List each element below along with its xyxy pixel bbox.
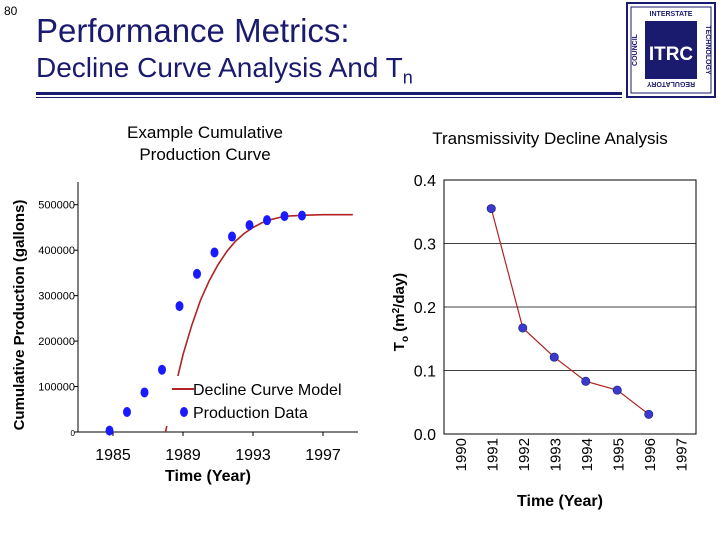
cumulative-production-chart: 0 100000 200000 300000 400000 500000 1985 1989 1… xyxy=(11,182,358,485)
logo-center-block xyxy=(645,21,697,79)
title-rule-thin xyxy=(36,97,622,98)
logo-ring-left: COUNCIL xyxy=(632,33,639,66)
transmissivity-data-point xyxy=(549,352,559,362)
right-y-tick-label: 0.3 xyxy=(414,237,436,254)
legend-data-swatch xyxy=(180,407,188,417)
title-rule-thick xyxy=(36,92,622,95)
transmissivity-chart: 0.0 0.1 0.2 0.3 0.4 1990 1991 1992 1993 1994 1995 1… xyxy=(391,173,697,510)
right-y-axis-label-part: o xyxy=(400,336,411,342)
left-y-tick-label: 200000 xyxy=(38,336,75,348)
logo-ring-top: INTERSTATE xyxy=(650,11,693,18)
right-y-tick-label: 0.1 xyxy=(414,364,436,381)
right-y-axis-label-part: /day) xyxy=(391,273,408,308)
production-data-point xyxy=(123,407,131,417)
right-y-axis-label-part: 2 xyxy=(391,307,402,313)
logo-ring-bottom: REGULATORY xyxy=(647,80,695,87)
left-y-tick-label: 0 xyxy=(71,429,76,438)
right-x-tick-label: 1991 xyxy=(484,438,501,471)
right-y-axis-label: To (m2/day) xyxy=(391,273,411,351)
production-data-point xyxy=(193,268,201,279)
left-y-axis-label: Cumulative Production (gallons) xyxy=(11,200,28,431)
left-x-tick-label: 1993 xyxy=(235,447,271,464)
transmissivity-data-point xyxy=(612,385,622,395)
right-y-tick-label: 0.2 xyxy=(414,300,436,317)
right-x-tick-label: 1995 xyxy=(610,438,627,471)
transmissivity-line xyxy=(490,208,650,415)
right-x-tick-label: 1990 xyxy=(453,438,470,471)
right-x-axis-label: Time (Year) xyxy=(517,493,603,510)
left-y-tick-label: 500000 xyxy=(38,200,75,212)
itrc-logo: ITRC INTERSTATE REGULATORY TECHNOLOGY CO… xyxy=(626,2,716,98)
right-y-axis-label-part: (m xyxy=(391,313,408,336)
transmissivity-data-point xyxy=(581,376,591,386)
left-y-tick-label: 100000 xyxy=(38,382,75,394)
right-y-tick-label: 0.0 xyxy=(414,427,436,444)
production-data-point xyxy=(210,247,219,258)
left-y-tick-label: 300000 xyxy=(38,291,75,303)
production-data-point xyxy=(140,387,149,398)
transmissivity-data-point xyxy=(486,204,496,214)
right-x-tick-label: 1993 xyxy=(547,438,564,471)
left-x-tick-label: 1989 xyxy=(165,447,201,464)
logo-ring-right: TECHNOLOGY xyxy=(704,25,711,75)
production-data-point xyxy=(175,301,184,312)
legend-model-label: Decline Curve Model xyxy=(193,382,342,399)
left-legend-box xyxy=(166,376,358,426)
production-data-point xyxy=(280,211,289,222)
production-data-point xyxy=(105,425,114,436)
right-y-tick-label: 0.4 xyxy=(414,173,436,190)
right-x-tick-label: 1996 xyxy=(642,438,659,471)
left-chart-title-line2: Production Curve xyxy=(139,145,271,164)
slide-number: 80 xyxy=(4,4,18,18)
left-x-axis-label: Time (Year) xyxy=(165,468,251,485)
right-x-tick-label: 1997 xyxy=(673,438,690,471)
slide-title: Performance Metrics: xyxy=(36,12,350,49)
left-chart-title: Example Cumulative Production Curve xyxy=(90,122,320,166)
production-data-point xyxy=(245,220,254,231)
slide-subtitle-text: Decline Curve Analysis And T xyxy=(36,52,403,83)
right-y-axis-label-part: T xyxy=(391,342,408,351)
logo-center-text: ITRC xyxy=(649,44,694,65)
slide-subtitle-subscript: n xyxy=(402,67,413,88)
right-x-tick-label: 1992 xyxy=(516,438,533,471)
transmissivity-data-point xyxy=(518,323,528,333)
production-data-point xyxy=(263,215,271,226)
left-chart-title-line1: Example Cumulative xyxy=(127,123,283,142)
right-chart-title: Transmissivity Decline Analysis xyxy=(432,129,668,148)
production-data-point xyxy=(298,210,306,221)
left-x-tick-label: 1985 xyxy=(95,447,131,464)
left-y-tick-label: 400000 xyxy=(38,245,75,257)
transmissivity-data-point xyxy=(644,409,654,419)
production-data-point xyxy=(158,364,166,375)
left-x-tick-label: 1997 xyxy=(305,447,341,464)
legend-data-label: Production Data xyxy=(193,405,308,422)
slide-subtitle: Decline Curve Analysis And Tn xyxy=(36,52,413,89)
right-x-tick-label: 1994 xyxy=(579,438,596,471)
production-data-point xyxy=(228,231,236,242)
